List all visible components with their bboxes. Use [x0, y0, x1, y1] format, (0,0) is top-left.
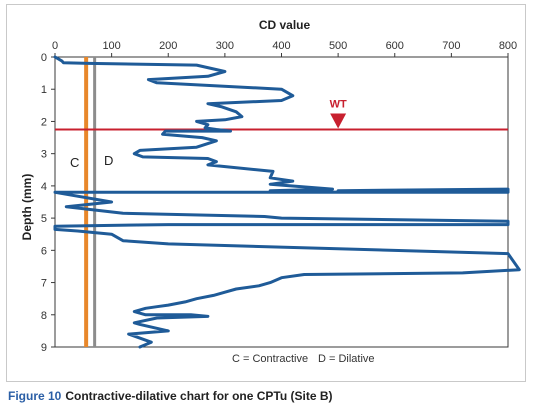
x-tick-label: 200 — [159, 40, 177, 52]
y-tick-label: 6 — [41, 245, 47, 257]
x-tick-label: 300 — [216, 40, 234, 52]
y-tick-label: 2 — [41, 116, 47, 128]
y-tick-label: 9 — [41, 342, 47, 354]
water-table-marker — [330, 113, 347, 129]
x-tick-label: 600 — [386, 40, 404, 52]
x-tick-label: 700 — [442, 40, 460, 52]
y-tick-label: 1 — [41, 84, 47, 96]
figure-caption-text: Contractive-dilative chart for one CPTu … — [65, 389, 333, 403]
y-tick-label: 8 — [41, 310, 47, 322]
water-table-label: WT — [330, 99, 347, 111]
x-tick-label: 400 — [272, 40, 290, 52]
x-axis-title: CD value — [259, 18, 311, 32]
y-axis-title: Depth (mm) — [20, 174, 34, 241]
figure-caption: Figure 10 Contractive-dilative chart for … — [8, 389, 333, 403]
zone-label-c: C — [70, 155, 79, 170]
y-tick-label: 5 — [41, 213, 47, 225]
y-tick-label: 3 — [41, 149, 47, 161]
x-tick-label: 100 — [102, 40, 120, 52]
y-axis-ticks: 0 1 2 3 4 5 6 7 8 9 — [41, 52, 55, 354]
x-tick-label: 0 — [52, 40, 58, 52]
y-tick-label: 0 — [41, 52, 47, 64]
zone-label-d: D — [104, 153, 113, 168]
y-tick-label: 7 — [41, 278, 47, 290]
legend-dilative: D = Dilative — [318, 353, 375, 365]
plot-area — [54, 56, 509, 348]
x-tick-label: 500 — [329, 40, 347, 52]
legend-contractive: C = Contractive — [232, 353, 308, 365]
y-tick-label: 4 — [41, 181, 47, 193]
x-axis-ticks: 0 100 200 300 400 500 600 700 800 — [52, 40, 517, 57]
x-tick-label: 800 — [499, 40, 517, 52]
cd-series-line — [53, 55, 521, 349]
figure-number: Figure 10 — [8, 389, 62, 403]
